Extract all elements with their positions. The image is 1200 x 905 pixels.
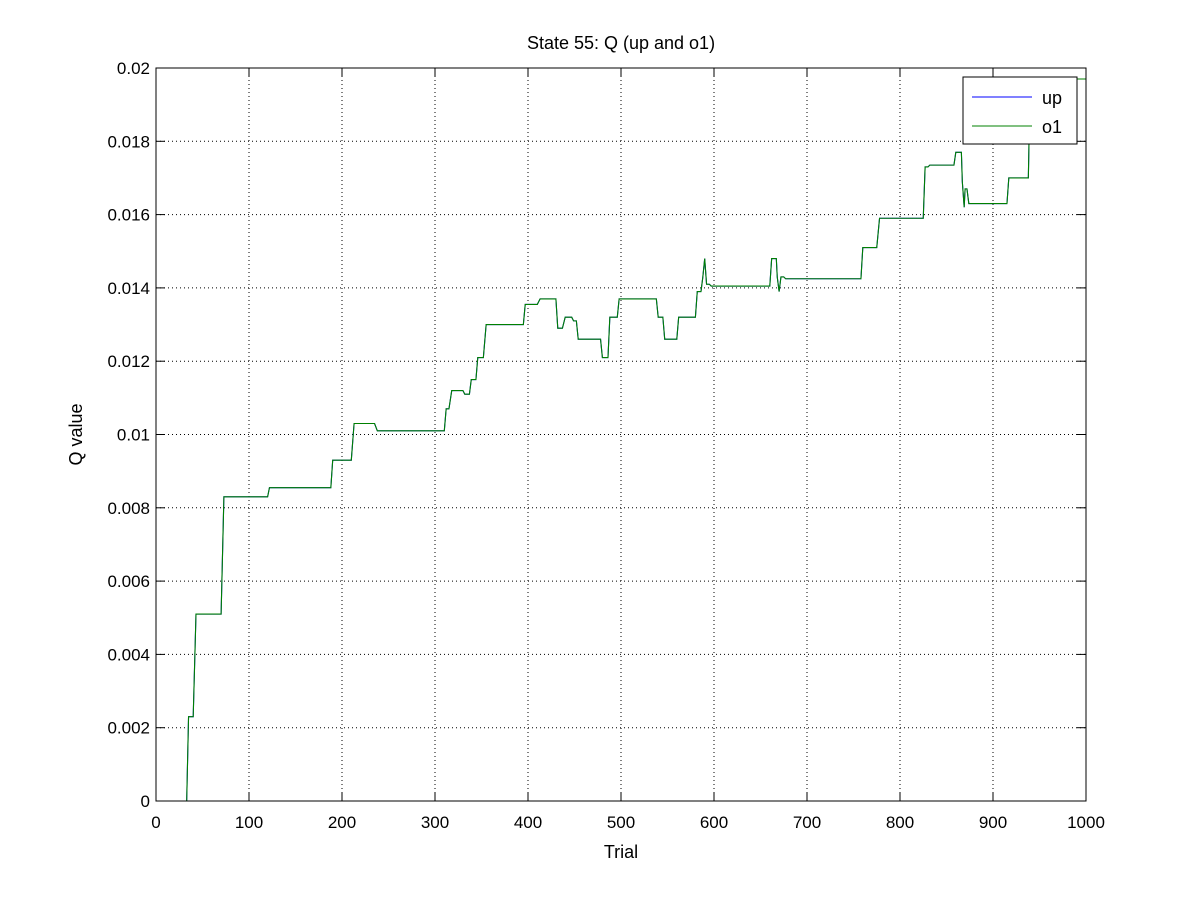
tick-labels: 0 100 200 300 400 500 600 700 800 900 1000 0 0.002 0.…	[107, 59, 1104, 832]
y-tick-label: 0.016	[107, 206, 150, 225]
axis-ticks	[155, 67, 1087, 802]
x-tick-label: 300	[421, 813, 449, 832]
y-tick-label: 0.008	[107, 499, 150, 518]
y-axis-title: Q value	[66, 403, 86, 465]
x-tick-label: 500	[607, 813, 635, 832]
x-axis-title: Trial	[604, 842, 638, 862]
x-tick-label: 1000	[1067, 813, 1105, 832]
x-tick-label: 800	[886, 813, 914, 832]
series-lines	[156, 78, 1086, 802]
y-tick-label: 0.02	[117, 59, 150, 78]
chart-title: State 55: Q (up and o1)	[527, 33, 715, 53]
y-tick-label: 0	[141, 792, 150, 811]
y-tick-label: 0.018	[107, 132, 150, 151]
x-tick-label: 400	[514, 813, 542, 832]
y-tick-label: 0.014	[107, 279, 150, 298]
legend-box	[962, 76, 1078, 145]
legend: up o1	[962, 76, 1078, 145]
legend-label-o1: o1	[1042, 117, 1062, 137]
y-tick-label: 0.002	[107, 719, 150, 738]
x-tick-label: 700	[793, 813, 821, 832]
x-tick-label: 900	[979, 813, 1007, 832]
y-tick-label: 0.01	[117, 426, 150, 445]
x-tick-label: 200	[328, 813, 356, 832]
y-tick-label: 0.004	[107, 645, 150, 664]
x-tick-label: 0	[151, 813, 160, 832]
y-tick-label: 0.012	[107, 352, 150, 371]
x-tick-label: 600	[700, 813, 728, 832]
legend-label-up: up	[1042, 88, 1062, 108]
series-line-o1	[156, 78, 1086, 802]
y-tick-label: 0.006	[107, 572, 150, 591]
x-tick-label: 100	[235, 813, 263, 832]
grid	[156, 68, 1086, 801]
